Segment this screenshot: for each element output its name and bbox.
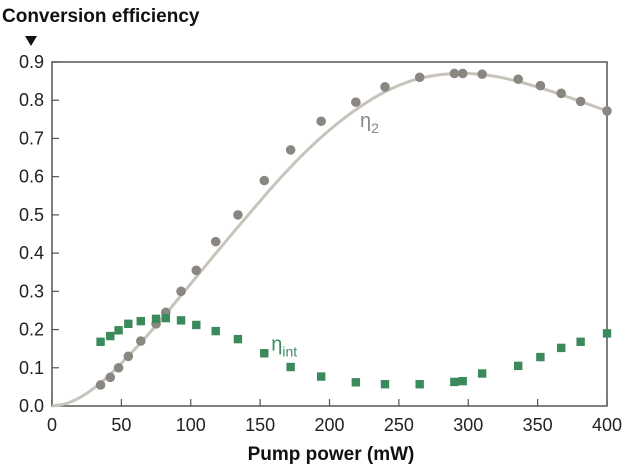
data-point [136,316,145,326]
data-point [477,69,487,80]
data-point [513,74,523,84]
plot-frame [51,61,608,407]
data-point [176,316,186,325]
data-point [380,82,390,92]
data-point [380,380,390,389]
data-point [351,378,361,387]
data-point [106,331,115,341]
x-tick-label: 50 [111,415,131,435]
y-tick-label: 0.9 [19,52,44,72]
y-tick-label: 0.3 [19,281,44,301]
data-point [575,96,586,107]
y-axis-title: Conversion efficiency [2,6,200,27]
data-point [123,351,134,362]
data-point [556,88,567,99]
data-point [415,380,424,389]
data-point [457,68,468,79]
y-tick-label: 0.8 [19,90,44,110]
data-point [316,116,326,127]
data-point [259,175,270,186]
data-point [114,326,123,335]
series-label: η2 [360,110,379,136]
x-axis-ticks: 0 50 100 150 200 250 300 350 400 [47,399,622,435]
y-axis-ticks: 0.0 0.1 0.2 0.3 0.4 0.5 0.6 0.7 0.8 0.9 [19,52,59,416]
x-tick-label: 350 [523,415,553,435]
data-point [192,320,201,330]
data-point [414,72,425,83]
data-point [514,361,523,371]
data-point [576,337,585,346]
data-point [458,376,467,386]
data-point [557,343,566,353]
series-label: ηint [271,334,297,360]
data-point [351,97,361,107]
x-tick-label: 100 [176,415,206,435]
data-point [95,380,106,390]
data-point [450,377,459,387]
data-point [477,369,487,378]
data-point [210,236,221,247]
fit-curves [51,71,608,408]
y-tick-label: 0.5 [19,205,44,225]
x-axis-title: Pump power (mW) [248,444,415,465]
data-point [151,314,161,324]
y-tick-label: 0.7 [19,128,44,148]
data-point [535,80,546,91]
data-point [191,265,202,276]
x-tick-label: 0 [47,415,57,435]
y-tick-label: 0.2 [19,320,44,340]
y-tick-label: 0.1 [19,358,44,378]
series-labels: η2 ηint [271,110,379,360]
data-point [286,362,295,372]
y-tick-label: 0.6 [19,167,44,187]
data-point [233,210,243,220]
x-tick-label: 150 [245,415,275,435]
data-point [105,372,116,383]
y-tick-label: 0.4 [19,243,44,263]
y-tick-label: 0.0 [19,396,44,416]
data-point [211,326,220,336]
data-point [124,319,133,329]
x-tick-label: 200 [314,415,344,435]
y-axis-arrow-icon [25,36,37,46]
data-point [602,329,612,338]
data-point [96,337,105,346]
data-point [536,352,545,362]
data-point [602,106,612,116]
x-tick-label: 300 [453,415,483,435]
fit-curve [51,71,608,408]
x-tick-label: 250 [384,415,414,435]
data-point [136,336,146,346]
data-point [113,362,124,373]
x-tick-label: 400 [592,415,622,435]
data-point [176,286,186,297]
data-point [233,334,243,344]
data-point [260,349,269,358]
data-points [95,68,612,390]
data-point [285,145,296,155]
data-point [161,313,170,323]
data-point [449,68,460,79]
data-point [316,372,326,381]
